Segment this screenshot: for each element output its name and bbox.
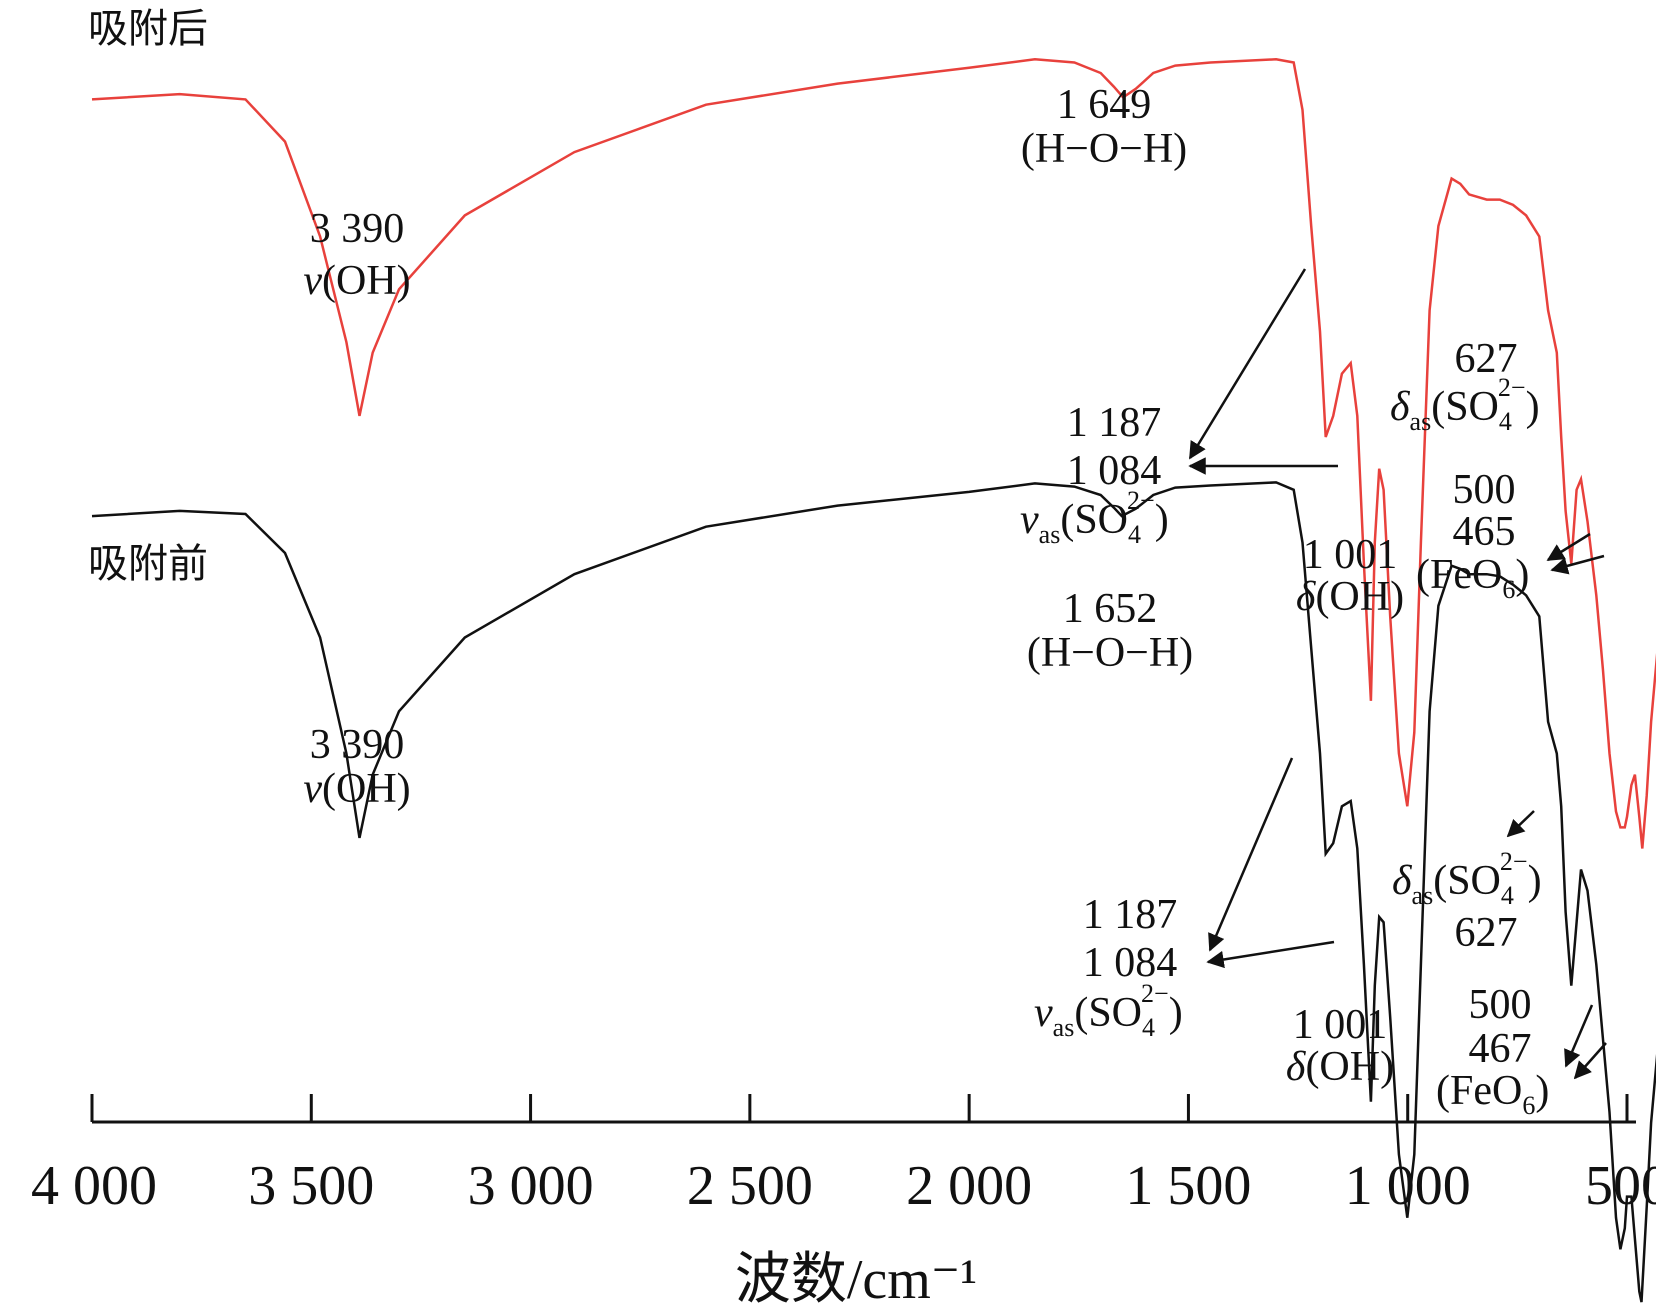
x-tick-label: 500: [1585, 1155, 1656, 1217]
arrow-before-1187: [1208, 757, 1294, 952]
annotation-after-oh: 3 390 v(OH): [303, 206, 410, 304]
ann-after-627-label: δas(SO42−): [1390, 373, 1540, 436]
arrow-before-467: [1573, 1042, 1607, 1080]
annotation-after-so4: 1 187 1 084 vas(SO42−): [1020, 400, 1169, 549]
series-label-before: 吸附前: [88, 541, 208, 586]
ann-before-so4-num1: 1 187: [1083, 892, 1178, 938]
arrow-before-627: [1506, 810, 1535, 838]
ann-after-so4-num2: 1 084: [1067, 448, 1162, 494]
ann-before-oh-num: 3 390: [310, 722, 405, 768]
ann-before-doh-label: δ(OH): [1286, 1044, 1394, 1090]
annotation-before-oh: 3 390 v(OH): [303, 722, 410, 812]
ann-before-doh-num: 1 001: [1293, 1002, 1388, 1048]
ann-before-627-num: 627: [1455, 910, 1518, 956]
x-tick-label: 4 000: [31, 1155, 157, 1217]
ann-after-fe-num1: 500: [1453, 467, 1516, 513]
ann-after-hoh-num: 1 649: [1057, 82, 1152, 128]
nu-symbol: v: [303, 258, 322, 304]
ann-after-so4-num1: 1 187: [1067, 400, 1162, 446]
ann-before-fe-num1: 500: [1469, 982, 1532, 1028]
x-axis-label: 波数/cm⁻¹: [735, 1249, 977, 1311]
ann-after-doh-num: 1 001: [1303, 532, 1398, 578]
x-tick-label: 1 000: [1345, 1155, 1471, 1217]
x-tick-label: 3 000: [468, 1155, 594, 1217]
series-line-after: [91, 58, 1656, 849]
ann-before-oh-label: v(OH): [303, 766, 410, 812]
x-axis-ticks: 4 000 3 500 3 000 2 500 2 000 1 500 1 000 500: [31, 1094, 1656, 1217]
annotation-arrows: [1188, 268, 1607, 1080]
arrow-after-1187: [1188, 268, 1307, 460]
annotation-after-delta-oh: 1 001 δ(OH): [1296, 532, 1404, 620]
annotation-after-627: 627 δas(SO42−): [1390, 336, 1540, 436]
ann-after-fe-label: (FeO6): [1416, 552, 1529, 604]
annotation-before-627: δas(SO42−) 627: [1392, 847, 1542, 956]
series-line-before: [91, 481, 1656, 1303]
annotation-before-so4: 1 187 1 084 vas(SO42−): [1034, 892, 1183, 1042]
x-tick-label: 3 500: [248, 1155, 374, 1217]
arrow-after-465: [1550, 554, 1605, 575]
x-tick-label: 1 500: [1125, 1155, 1251, 1217]
ann-before-so4-label: vas(SO42−): [1034, 979, 1183, 1042]
ann-after-fe-num2: 465: [1453, 509, 1516, 555]
annotation-before-feo6: 500 467 (FeO6): [1436, 982, 1549, 1120]
annotation-after-feo6: 500 465 (FeO6): [1416, 467, 1529, 604]
arrow-after-500: [1546, 532, 1591, 562]
ann-before-627-label: δas(SO42−): [1392, 847, 1542, 910]
ann-after-doh-label: δ(OH): [1296, 574, 1404, 620]
ann-after-so4-label: vas(SO42−): [1020, 486, 1169, 549]
ann-before-fe-label: (FeO6): [1436, 1068, 1549, 1120]
x-tick-label: 2 500: [687, 1155, 813, 1217]
ann-after-oh-label: v(OH): [303, 258, 410, 304]
x-tick-label: 2 000: [906, 1155, 1032, 1217]
ann-before-so4-num2: 1 084: [1083, 940, 1178, 986]
ann-after-627-num: 627: [1455, 336, 1518, 382]
ann-after-hoh-label: (H−O−H): [1021, 126, 1187, 172]
annotation-before-hoh: 1 652 (H−O−H): [1027, 586, 1193, 676]
series-label-after: 吸附后: [88, 6, 208, 51]
annotation-before-delta-oh: 1 001 δ(OH): [1286, 1002, 1394, 1090]
annotation-after-hoh: 1 649 (H−O−H): [1021, 82, 1187, 172]
ann-before-hoh-label: (H−O−H): [1027, 630, 1193, 676]
arrow-before-1084: [1206, 940, 1335, 969]
arrow-before-500: [1564, 1004, 1594, 1068]
ann-after-oh-num: 3 390: [310, 206, 405, 252]
ann-before-hoh-num: 1 652: [1063, 586, 1158, 632]
ann-before-fe-num2: 467: [1469, 1026, 1532, 1072]
